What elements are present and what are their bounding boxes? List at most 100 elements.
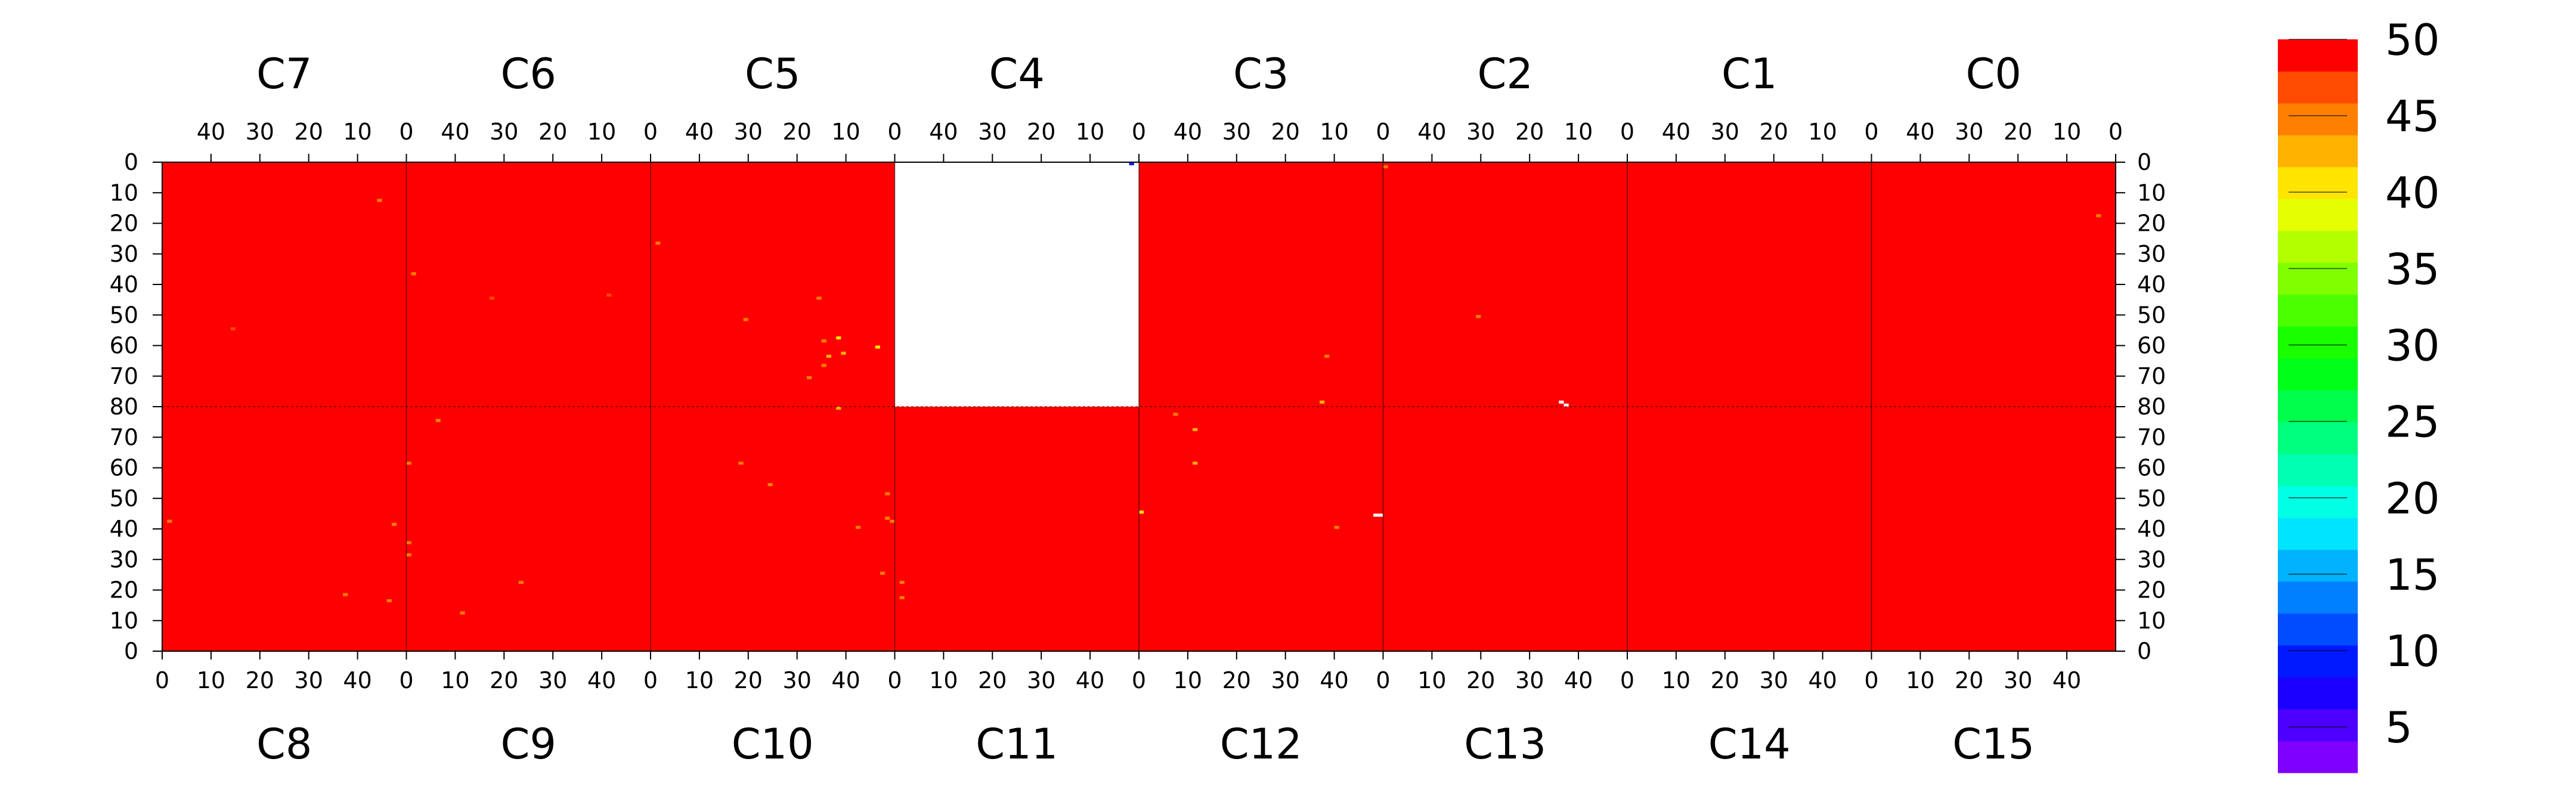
top-x-tick-label: 30 (1955, 119, 1983, 145)
top-x-tick-label: 0 (887, 119, 902, 145)
bottom-x-tick-label: 20 (246, 667, 274, 693)
chip-label-c3: C3 (1233, 49, 1289, 98)
bottom-x-tick-label: 30 (1515, 667, 1544, 693)
bottom-y-right-label: 70 (2137, 424, 2166, 450)
hot-pixel (880, 571, 886, 575)
chip-label-c14: C14 (1708, 720, 1791, 769)
colorbar-band (2278, 454, 2358, 487)
top-y-right-label: 70 (2137, 363, 2166, 389)
colorbar-tick-label: 35 (2385, 244, 2440, 294)
chip-label-c13: C13 (1464, 720, 1546, 769)
top-x-tick-label: 20 (1515, 119, 1544, 145)
top-x-tick-label: 0 (1376, 119, 1390, 145)
chip-label-c12: C12 (1220, 720, 1302, 769)
hot-pixel (1324, 354, 1330, 358)
bottom-y-left-label: 70 (110, 424, 138, 450)
hot-pixel (826, 354, 832, 358)
top-y-left-label: 80 (110, 394, 138, 420)
hot-pixel (836, 407, 841, 410)
bottom-x-tick-label: 20 (490, 667, 518, 693)
bottom-x-tick-label: 40 (587, 667, 616, 693)
top-x-tick-label: 40 (685, 119, 714, 145)
top-x-tick-label: 20 (295, 119, 323, 145)
colorbar-band (2278, 358, 2358, 391)
bottom-x-tick-label: 0 (1132, 667, 1146, 693)
colorbar-tick-label: 10 (2385, 626, 2440, 676)
chip-label-c7: C7 (256, 49, 312, 98)
bottom-y-left-label: 0 (124, 638, 138, 664)
bottom-y-left-label: 10 (110, 608, 138, 634)
bottom-x-tick-label: 30 (295, 667, 323, 693)
colorbar-band (2278, 518, 2358, 550)
chip-c10 (651, 407, 895, 651)
bottom-y-left-label: 20 (110, 577, 138, 603)
hot-pixel (1563, 403, 1569, 407)
top-y-left-label: 30 (110, 241, 138, 267)
hot-pixel-layer (167, 162, 2101, 615)
hot-pixel (885, 492, 890, 496)
hot-pixel (841, 351, 846, 355)
hot-pixel (411, 272, 416, 275)
bottom-x-tick-label: 20 (734, 667, 763, 693)
hot-pixel (816, 296, 822, 300)
bottom-x-tick-label: 10 (1174, 667, 1202, 693)
hot-pixel (406, 462, 411, 465)
colorbar-band (2278, 390, 2358, 423)
top-y-left-label: 20 (110, 210, 138, 237)
bottom-x-tick-label: 10 (685, 667, 714, 693)
chip-label-c1: C1 (1722, 49, 1777, 98)
colorbar-band (2278, 262, 2358, 295)
hot-pixel (230, 327, 236, 330)
colorbar-band (2278, 549, 2358, 582)
bottom-x-tick-label: 20 (1711, 667, 1739, 693)
colorbar-tick-label: 30 (2385, 321, 2440, 371)
bottom-x-tick-label: 30 (538, 667, 567, 693)
hot-pixel (836, 336, 841, 340)
top-x-tick-label: 10 (1076, 119, 1104, 145)
bottom-x-tick-label: 40 (343, 667, 371, 693)
colorbar-tick-label: 5 (2385, 702, 2413, 753)
top-y-right-label: 60 (2137, 333, 2166, 359)
top-x-tick-label: 10 (1808, 119, 1837, 145)
top-y-left-label: 0 (124, 149, 138, 175)
top-x-tick-label: 20 (2004, 119, 2032, 145)
top-y-left-label: 70 (110, 363, 138, 389)
top-y-left-label: 40 (110, 271, 138, 298)
hot-pixel (738, 462, 744, 465)
hot-pixel (167, 519, 172, 523)
chip-label-c11: C11 (976, 720, 1058, 769)
colorbar-band (2278, 741, 2358, 773)
hot-pixel (899, 581, 905, 584)
top-x-tick-label: 0 (1620, 119, 1634, 145)
hot-pixel (1320, 400, 1325, 404)
top-x-tick-label: 40 (1662, 119, 1690, 145)
top-y-left-label: 10 (110, 179, 138, 206)
colorbar-band (2278, 71, 2358, 104)
chip-label-c10: C10 (732, 720, 814, 769)
chip-label-c0: C0 (1966, 49, 2021, 98)
bottom-x-tick-label: 10 (929, 667, 958, 693)
hot-pixel (518, 581, 524, 584)
top-x-tick-label: 20 (1760, 119, 1788, 145)
chip-c4 (894, 162, 1139, 407)
bottom-y-right-label: 30 (2137, 546, 2166, 572)
bottom-x-tick-label: 10 (1906, 667, 1934, 693)
hot-pixel (406, 553, 411, 557)
chip-c3 (1139, 162, 1383, 407)
colorbar-band (2278, 709, 2358, 742)
top-x-tick-label: 0 (2109, 119, 2123, 145)
bottom-x-tick-label: 0 (1864, 667, 1878, 693)
top-x-tick-label: 30 (1222, 119, 1251, 145)
bottom-x-tick-label: 20 (1466, 667, 1495, 693)
colorbar-band (2278, 230, 2358, 263)
top-x-tick-label: 20 (783, 119, 812, 145)
hot-pixel (406, 541, 411, 544)
colorbar-band (2278, 294, 2358, 327)
bottom-y-left-label: 50 (110, 485, 138, 512)
top-x-tick-label: 10 (587, 119, 616, 145)
bottom-x-tick-label: 40 (1808, 667, 1837, 693)
top-x-tick-label: 30 (1466, 119, 1495, 145)
hot-pixel (1559, 400, 1564, 404)
bottom-x-tick-label: 40 (831, 667, 860, 693)
